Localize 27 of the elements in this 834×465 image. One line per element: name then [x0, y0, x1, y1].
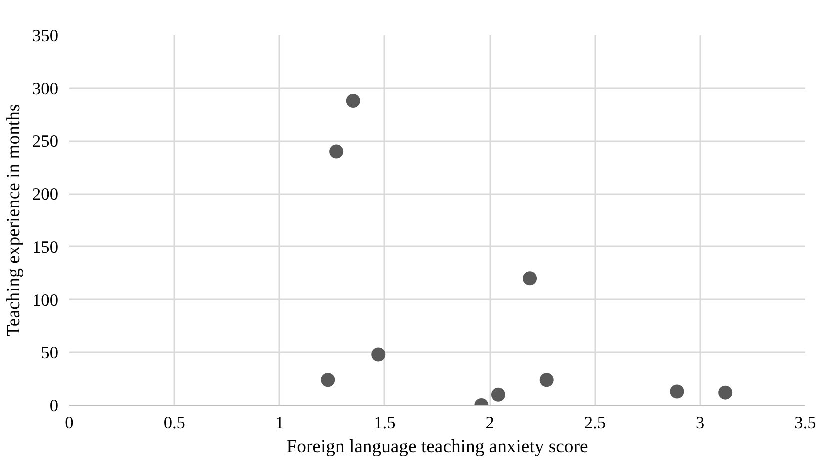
- y-tick-label: 250: [32, 132, 59, 152]
- point: [540, 373, 554, 388]
- point: [718, 386, 733, 400]
- x-tick-label: 1.5: [374, 414, 396, 432]
- y-tick-label: 50: [41, 344, 58, 363]
- x-tick-label: 1: [275, 414, 284, 432]
- point: [346, 94, 360, 108]
- x-tick-label: 2: [486, 414, 494, 432]
- point: [670, 384, 684, 399]
- y-axis-title: Teaching experience in months: [4, 104, 25, 337]
- point: [330, 144, 344, 159]
- x-tick-label: 2.5: [584, 414, 606, 432]
- point: [523, 272, 538, 286]
- x-tick-label: 0: [65, 414, 74, 432]
- y-tick-label: 100: [32, 290, 59, 310]
- point: [321, 373, 336, 388]
- x-tick-label: 0.5: [164, 414, 186, 432]
- y-tick-label: 150: [32, 238, 59, 257]
- y-tick-label: 200: [32, 185, 59, 204]
- point: [372, 348, 386, 362]
- point: [491, 388, 506, 402]
- x-tick-label: 3: [696, 414, 705, 432]
- y-tick-label: 0: [50, 396, 59, 416]
- x-axis-title: Foreign language teaching anxiety score: [286, 436, 588, 458]
- y-tick-label: 350: [32, 26, 59, 46]
- y-tick-label: 300: [32, 79, 59, 98]
- x-tick-label: 3.5: [794, 414, 816, 432]
